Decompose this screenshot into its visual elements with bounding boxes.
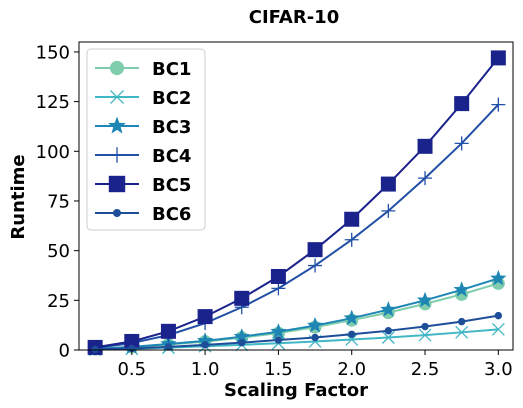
legend-label: BC6 <box>152 204 191 225</box>
y-axis: 0 25 50 75 100 125 150 <box>36 42 79 362</box>
y-tick-label: 25 <box>47 291 70 312</box>
data-point-bc6 <box>348 330 356 339</box>
x-axis: 0.5 1.0 1.5 2.0 2.5 3.0 <box>117 350 513 380</box>
x-tick-label: 0.5 <box>117 359 146 380</box>
legend-item-bc2: BC2 <box>95 88 191 109</box>
data-point-bc4 <box>344 232 359 247</box>
data-point-bc5 <box>307 242 323 258</box>
data-point-bc6 <box>274 336 283 344</box>
data-point-bc4 <box>491 97 506 112</box>
data-point-bc4 <box>381 203 396 218</box>
data-point-bc5 <box>344 211 360 227</box>
legend-marker <box>109 60 125 76</box>
legend-item-bc6: BC6 <box>95 204 191 225</box>
data-point-bc4 <box>308 258 323 273</box>
x-tick-label: 2.0 <box>337 359 366 380</box>
data-point-bc5 <box>234 290 250 306</box>
data-point-bc6 <box>201 341 209 349</box>
data-point-bc5 <box>454 96 470 112</box>
legend-item-bc1: BC1 <box>95 59 191 80</box>
legend-item-bc5: BC5 <box>95 175 191 196</box>
data-point-bc6 <box>457 317 466 326</box>
legend-label: BC5 <box>152 175 191 196</box>
data-point-bc5 <box>270 268 286 284</box>
series-bc1 <box>88 276 505 356</box>
legend-item-bc3: BC3 <box>95 116 191 138</box>
data-point-bc6 <box>91 345 99 354</box>
data-point-bc6 <box>384 327 393 335</box>
data-point-bc3 <box>490 269 507 286</box>
legend-label: BC3 <box>152 117 191 138</box>
legend-marker <box>109 89 125 105</box>
data-point-bc2 <box>381 331 395 344</box>
x-tick-label: 1.5 <box>264 359 293 380</box>
y-tick-label: 50 <box>47 241 70 262</box>
y-tick-label: 0 <box>59 341 70 362</box>
x-tick-label: 3.0 <box>484 359 513 380</box>
data-point-bc3 <box>416 291 434 308</box>
data-point-bc4 <box>454 136 469 151</box>
series-layer <box>86 50 507 357</box>
data-point-bc6 <box>311 333 319 342</box>
data-point-bc4 <box>418 171 433 186</box>
data-point-bc2 <box>491 322 505 336</box>
legend-item-bc4: BC4 <box>95 146 191 167</box>
x-tick-label: 1.0 <box>191 359 220 380</box>
legend-label: BC1 <box>152 59 191 80</box>
legend: BC1 BC2 BC3 BC4 BC5 BC6 <box>86 48 206 231</box>
legend-label: BC4 <box>152 146 191 167</box>
legend-marker <box>108 175 126 193</box>
data-point-bc6 <box>164 343 173 351</box>
x-tick-label: 2.5 <box>411 359 440 380</box>
data-point-bc5 <box>197 309 213 325</box>
data-point-bc3 <box>306 316 324 333</box>
data-point-bc3 <box>453 281 470 297</box>
series-line-bc6 <box>95 314 499 351</box>
data-point-bc6 <box>421 322 429 331</box>
legend-marker <box>112 208 122 218</box>
y-tick-label: 125 <box>36 92 70 113</box>
y-tick-label: 150 <box>36 42 70 63</box>
data-point-bc2 <box>455 325 469 339</box>
y-tick-label: 100 <box>36 142 70 163</box>
x-axis-title: Scaling Factor <box>224 380 368 401</box>
data-point-bc5 <box>380 176 396 192</box>
data-point-bc3 <box>380 300 397 317</box>
chart-title: CIFAR-10 <box>249 7 339 28</box>
series-bc5 <box>87 50 506 355</box>
legend-label: BC2 <box>152 88 191 109</box>
y-axis-title: Runtime <box>8 154 29 239</box>
data-point-bc6 <box>238 338 246 347</box>
data-point-bc3 <box>343 309 361 326</box>
data-point-bc5 <box>490 50 506 66</box>
data-point-bc5 <box>160 323 176 339</box>
data-point-bc5 <box>417 138 433 154</box>
data-point-bc3 <box>270 322 287 339</box>
legend-marker <box>109 147 125 163</box>
data-point-bc2 <box>418 328 432 342</box>
series-bc6 <box>91 311 503 354</box>
plot-frame <box>78 41 514 351</box>
data-point-bc6 <box>494 311 503 320</box>
legend-marker <box>107 116 127 134</box>
y-tick-label: 75 <box>47 191 70 212</box>
